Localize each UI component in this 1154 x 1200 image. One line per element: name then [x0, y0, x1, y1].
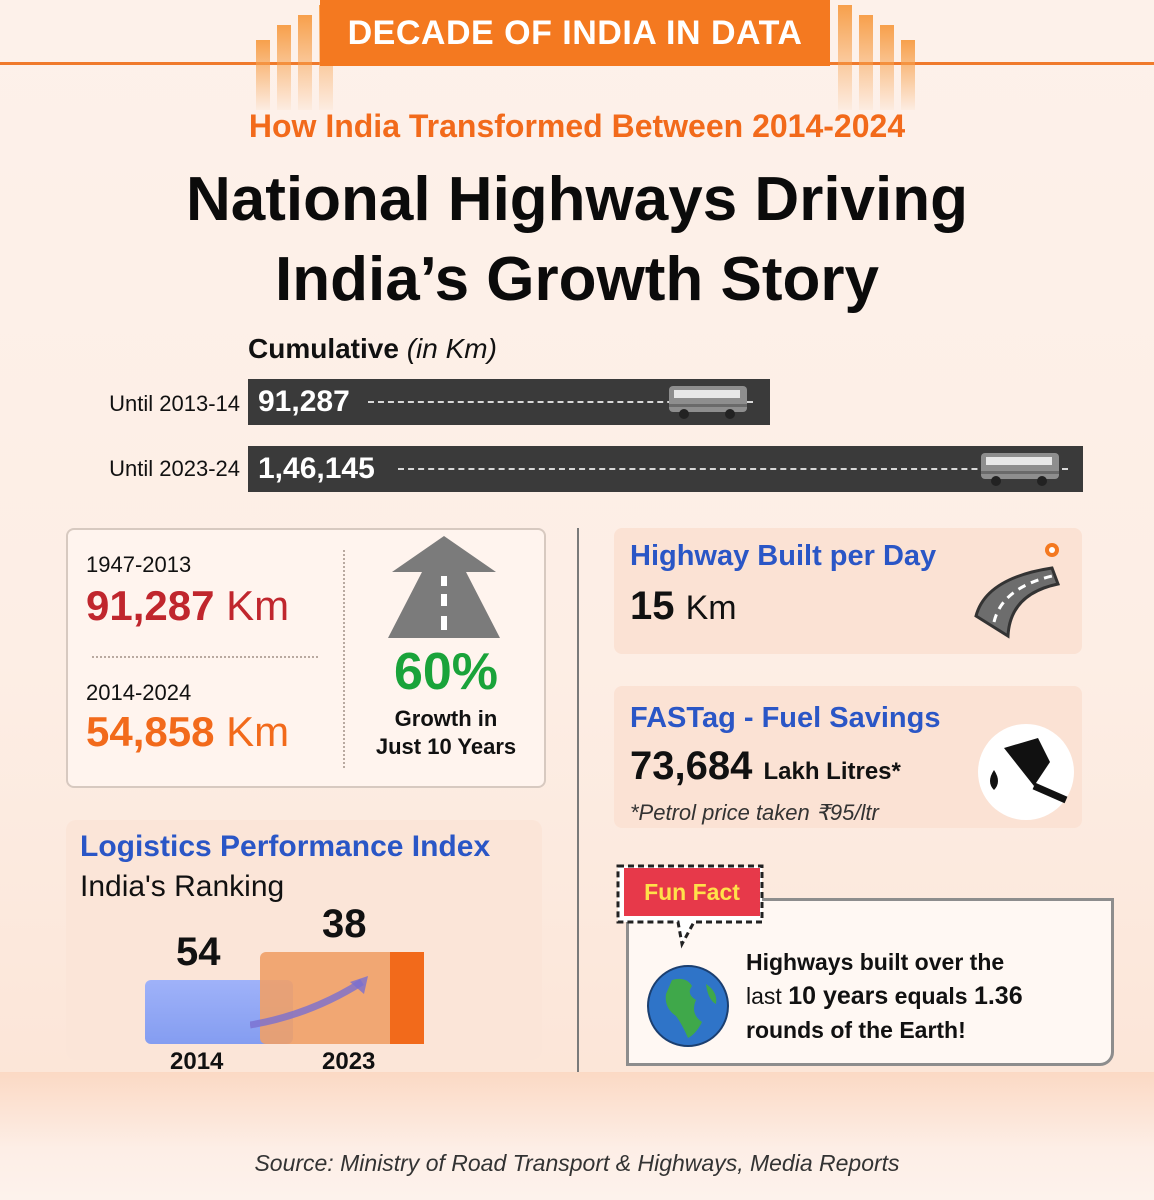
row-label-2023: Until 2023-24 [109, 456, 240, 481]
lpi-rank-2014: 54 [176, 930, 221, 974]
fastag-note: *Petrol price taken ₹95/ltr [630, 800, 879, 825]
unit-2: Km [226, 708, 290, 755]
road-value-2023: 1,46,145 [258, 452, 375, 485]
source-note: Source: Ministry of Road Transport & Hig… [254, 1150, 900, 1176]
cumulative-unit: (in Km) [406, 333, 497, 364]
road-bar-2013: 91,287 [248, 379, 770, 425]
period-1: 1947-2013 [86, 552, 192, 577]
per-day-number: 15 [630, 584, 675, 628]
title-line-1: National Highways Driving [185, 165, 969, 234]
road-bar-2023: 1,46,145 [248, 446, 1083, 492]
fun-line-1: Highways built over the [746, 949, 1005, 975]
lpi-title: Logistics Performance Index [80, 830, 491, 863]
growth-caption: Growth in Just 10 Years [346, 705, 546, 761]
fun-line-2-num: 1.36 [973, 982, 1023, 1010]
value-1947-2013: 91,287 Km [86, 582, 289, 630]
lpi-rank-2023: 38 [322, 902, 367, 946]
page-title: National Highways Driving India’s Growth… [0, 160, 1154, 320]
per-day-value: 15 Km [630, 584, 737, 629]
fun-fact-tag: Fun Fact [624, 868, 760, 916]
road-arrow-icon [388, 536, 500, 638]
lpi-year-2014: 2014 [170, 1048, 224, 1075]
fastag-number: 73,684 [630, 744, 753, 788]
bus-icon [669, 386, 747, 419]
subtitle: How India Transformed Between 2014-2024 [248, 108, 906, 144]
title-line-2: India’s Growth Story [275, 245, 879, 314]
value-2014-2024: 54,858 Km [86, 708, 289, 756]
road-dash [398, 468, 1068, 470]
growth-percent: 60% [393, 643, 499, 701]
road-value-2013: 91,287 [258, 385, 350, 418]
lpi-subtitle: India's Ranking [80, 870, 285, 903]
road-dash [368, 401, 753, 403]
per-day-title: Highway Built per Day [630, 540, 937, 572]
fun-line-2-mid: equals [888, 983, 974, 1009]
divider-dotted [92, 656, 318, 658]
cumulative-label-text: Cumulative [248, 333, 399, 364]
decorative-bars-right [838, 0, 915, 110]
globe-icon [647, 965, 729, 1047]
value-2: 54,858 [86, 708, 215, 755]
value-1: 91,287 [86, 582, 215, 629]
bottom-band [0, 1072, 1154, 1200]
curved-road-icon [974, 543, 1061, 639]
header-banner: DECADE OF INDIA IN DATA [320, 0, 830, 66]
cumulative-label: Cumulative (in Km) [248, 333, 497, 365]
bus-icon [981, 453, 1059, 486]
period-2: 2014-2024 [86, 680, 192, 705]
trend-arrow-icon [250, 976, 368, 1029]
lpi-year-2023: 2023 [322, 1048, 376, 1075]
fun-line-2: last 10 years equals 1.36 [746, 979, 1096, 1013]
fastag-value: 73,684 Lakh Litres* [630, 744, 901, 789]
fun-line-2-bold: 10 years [788, 982, 889, 1010]
fuel-nozzle-icon [978, 724, 1074, 820]
lpi-bar-2023-edge [390, 952, 424, 1044]
divider-vertical-dotted [343, 550, 345, 768]
fastag-unit: Lakh Litres* [763, 758, 901, 785]
growth-line-2: Just 10 Years [375, 734, 517, 759]
unit-1: Km [226, 582, 290, 629]
per-day-unit: Km [685, 589, 737, 627]
fun-line-3: rounds of the Earth! [746, 1017, 966, 1043]
fun-line-2-pre: last [746, 983, 789, 1009]
growth-line-1: Growth in [394, 706, 498, 731]
fastag-title: FASTag - Fuel Savings [630, 702, 941, 734]
row-label-2013: Until 2013-14 [109, 391, 240, 416]
center-divider [577, 528, 579, 1098]
fun-fact-text: Highways built over the last 10 years eq… [746, 945, 1096, 1047]
